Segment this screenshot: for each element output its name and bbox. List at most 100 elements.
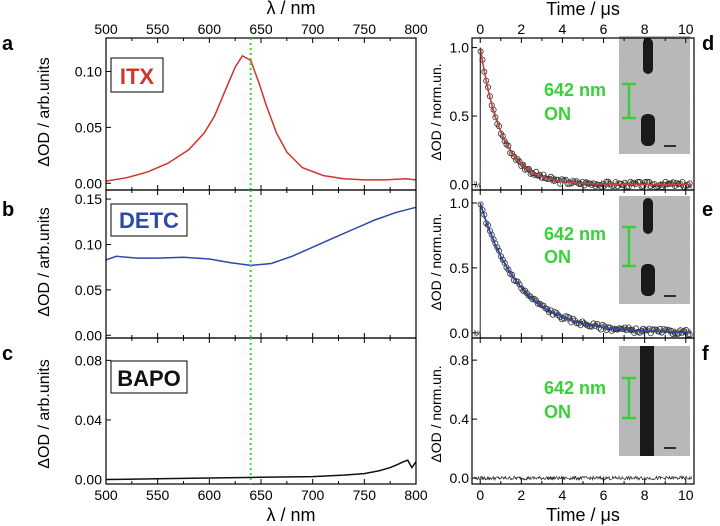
detc-label: DETC [119, 208, 179, 233]
top-wavelength-tick: 800 [404, 21, 428, 37]
ytick-label: 1.0 [450, 40, 470, 56]
ytick-label: 0.15 [75, 191, 102, 207]
ytick-label: 0.05 [75, 119, 102, 135]
ytick-label: 0.0 [450, 325, 470, 341]
data-point [499, 133, 506, 140]
ytick-label: 0.00 [75, 327, 102, 343]
top-wavelength-tick: 500 [94, 21, 118, 37]
bottom-wavelength-axis-label: λ / nm [266, 505, 315, 525]
panel-d-microscope-inset [619, 36, 690, 154]
panel-f: 642 nm ON 0.0 0.4 0.8 0 2 4 6 8 10 ΔOD / norm.un… [428, 337, 695, 525]
inset-grain [619, 346, 690, 456]
bottom-wavelength-tick: 500 [94, 487, 118, 503]
data-point [666, 180, 673, 187]
bottom-wavelength-tick: 800 [404, 487, 428, 503]
panel-d-ylabel: ΔOD / norm.un. [428, 63, 444, 160]
bapo-label: BAPO [117, 366, 181, 391]
top-time-tick: 4 [559, 21, 567, 37]
panel-b-ylabel: ΔOD / arb.units [36, 207, 53, 316]
bottom-wavelength-tick: 750 [353, 487, 377, 503]
panel-c-ylabel: ΔOD / arb.units [36, 359, 53, 468]
bottom-time-tick: 10 [678, 487, 694, 503]
data-point [497, 253, 504, 260]
data-point [583, 179, 590, 186]
bottom-wavelength-tick: 650 [249, 487, 273, 503]
panel-f-ylabel: ΔOD / norm.un. [428, 365, 444, 462]
bottom-wavelength-tick: 700 [301, 487, 325, 503]
detc-absorption-line [105, 206, 417, 267]
panel-letter-f: f [702, 343, 709, 365]
ytick-label: 0.08 [75, 352, 102, 368]
panel-e-wavelength: 642 nm [544, 224, 606, 244]
panel-e-inset-annotation: 642 nm ON [544, 224, 606, 267]
data-point [588, 323, 595, 330]
panel-e-decay [473, 201, 693, 338]
panel-letter-b: b [2, 199, 14, 221]
itx-label-box [110, 57, 164, 93]
data-point [501, 138, 508, 145]
panel-f-on-text: ON [544, 402, 571, 422]
top-time-axis-label: Time / μs [546, 0, 620, 19]
data-point [520, 161, 527, 168]
data-point [653, 326, 660, 333]
bottom-wavelength-tick: 600 [198, 487, 222, 503]
panel-letter-d: d [702, 33, 714, 55]
panel-a-ticks: 0.00 0.05 0.10 500 550 600 650 700 750 800 [75, 21, 428, 191]
top-time-tick: 10 [678, 21, 694, 37]
data-point [529, 296, 536, 303]
bottom-time-tick: 2 [517, 487, 525, 503]
ytick-label: 0.10 [75, 64, 102, 80]
panel-e-ticks: 0.0 0.5 1.0 [450, 189, 695, 341]
inset-lower-feature [641, 264, 655, 296]
ytick-label: 1.0 [450, 195, 470, 211]
bapo-absorption-line [105, 459, 417, 481]
data-point [651, 326, 658, 333]
panel-c-frame [105, 337, 417, 485]
data-point [588, 181, 595, 188]
data-point [536, 300, 543, 307]
panel-e-on-text: ON [544, 247, 571, 267]
data-point [499, 256, 506, 263]
ytick-label: 0.10 [75, 236, 102, 252]
top-wavelength-tick: 650 [249, 21, 273, 37]
panel-d-inset-annotation: 642 nm ON [544, 80, 606, 124]
ytick-label: 0.5 [450, 108, 470, 124]
data-point [535, 300, 542, 307]
top-wavelength-tick: 700 [301, 21, 325, 37]
detc-label-box [110, 203, 188, 237]
panel-a: 0.00 0.05 0.10 500 550 600 650 700 750 800 ITX λ … [36, 0, 428, 191]
inset-upper-feature [643, 38, 653, 74]
data-point [610, 182, 617, 189]
panel-e-ylabel: ΔOD / norm.un. [428, 213, 444, 310]
inset-lower-feature [641, 114, 655, 146]
panel-letter-c: c [2, 343, 13, 365]
panel-c: 0.00 0.04 0.08 500 550 600 650 700 750 800 BAPO Δ… [36, 337, 428, 525]
data-point [509, 271, 516, 278]
top-wavelength-tick: 550 [146, 21, 170, 37]
ytick-label: 0.4 [450, 411, 470, 427]
data-point [686, 180, 693, 187]
top-wavelength-tick: 750 [353, 21, 377, 37]
bottom-wavelength-tick: 550 [146, 487, 170, 503]
top-wavelength-axis-label: λ / nm [266, 0, 315, 18]
data-point [544, 305, 551, 312]
ytick-label: 0.8 [450, 352, 470, 368]
data-point [631, 179, 638, 186]
bapo-label-box [110, 360, 188, 394]
inset-continuous-line [640, 346, 654, 456]
bottom-time-axis-label: Time / μs [546, 505, 620, 525]
panel-b: 0.00 0.05 0.10 0.15 DETC ΔOD / arb.units [36, 189, 417, 343]
bottom-time-tick: 6 [600, 487, 608, 503]
top-wavelength-tick: 600 [198, 21, 222, 37]
ytick-label: 0.0 [450, 177, 470, 193]
panel-f-microscope-inset [619, 346, 690, 456]
inset-upper-feature [643, 198, 653, 234]
data-point [516, 281, 523, 288]
panel-f-decay [473, 474, 693, 482]
panel-d-wavelength: 642 nm [544, 80, 606, 100]
bottom-time-tick: 0 [476, 487, 484, 503]
panel-a-ylabel: ΔOD / arb.units [36, 57, 53, 166]
ytick-label: 0.00 [75, 175, 102, 191]
panel-c-ticks: 0.00 0.04 0.08 500 550 600 650 700 750 800 [75, 337, 428, 503]
